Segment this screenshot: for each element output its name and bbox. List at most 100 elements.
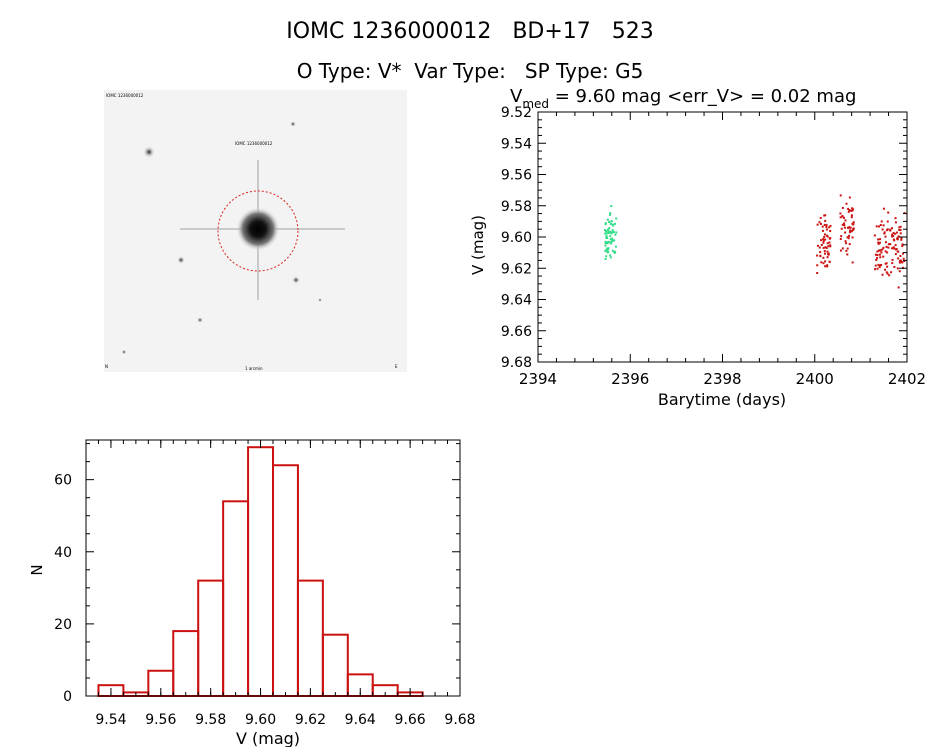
hist-xtick-label: 9.58 bbox=[195, 712, 226, 728]
lc-point bbox=[606, 218, 609, 221]
lc-point bbox=[824, 265, 827, 268]
lc-point bbox=[852, 208, 855, 211]
lc-xtick-label: 2402 bbox=[888, 370, 926, 388]
lc-point bbox=[820, 243, 823, 246]
lc-point bbox=[877, 263, 880, 266]
lc-point bbox=[879, 249, 882, 252]
lc-point bbox=[841, 206, 844, 209]
lc-point bbox=[826, 242, 829, 245]
lc-point bbox=[893, 247, 896, 250]
lc-point bbox=[880, 264, 883, 267]
lc-point bbox=[849, 229, 852, 232]
lc-point bbox=[884, 250, 887, 253]
lc-point bbox=[875, 258, 878, 261]
lc-point bbox=[903, 260, 906, 263]
lc-point bbox=[876, 254, 879, 257]
lc-point bbox=[816, 254, 819, 257]
lc-point bbox=[608, 241, 611, 244]
lc-point bbox=[823, 233, 826, 236]
light-curve-chart: 2394 2396 2398 2400 2402 9.52 9.54 9.56 9.58 9.60… bbox=[469, 86, 926, 409]
lc-point bbox=[823, 223, 826, 226]
lc-point bbox=[604, 258, 607, 261]
lc-point bbox=[874, 268, 877, 271]
lc-point bbox=[610, 240, 613, 243]
lc-point bbox=[829, 245, 832, 248]
lc-point bbox=[901, 243, 904, 246]
lc-point bbox=[891, 262, 894, 265]
lc-point bbox=[609, 222, 612, 225]
lc-ytick-label: 9.58 bbox=[501, 199, 532, 215]
lc-point bbox=[613, 239, 616, 242]
lc-point bbox=[823, 214, 826, 217]
lc-point bbox=[891, 233, 894, 236]
histogram-xlabel: V (mag) bbox=[236, 729, 300, 747]
lc-point bbox=[842, 216, 845, 219]
lc-point bbox=[882, 207, 885, 210]
lc-point bbox=[841, 247, 844, 250]
lc-point bbox=[841, 223, 844, 226]
lc-point bbox=[816, 223, 819, 226]
histogram-bar bbox=[296, 579, 324, 697]
lc-point bbox=[843, 222, 846, 225]
lc-point bbox=[901, 245, 904, 248]
hist-xtick-label: 9.54 bbox=[95, 712, 126, 728]
lc-point bbox=[901, 261, 904, 264]
lc-point bbox=[881, 228, 884, 231]
lc-point bbox=[614, 245, 617, 248]
lc-point bbox=[819, 222, 822, 225]
lc-point bbox=[851, 222, 854, 225]
lc-point bbox=[613, 250, 616, 253]
lc-point bbox=[896, 250, 899, 253]
lc-point bbox=[886, 220, 889, 223]
lc-point bbox=[822, 241, 825, 244]
lc-point bbox=[900, 259, 903, 262]
lc-point bbox=[877, 249, 880, 252]
lc-point bbox=[608, 227, 611, 230]
lc-point bbox=[603, 228, 606, 231]
lc-point bbox=[828, 241, 831, 244]
lc-point bbox=[845, 242, 848, 245]
lc-point bbox=[605, 247, 608, 250]
lc-point bbox=[827, 252, 830, 255]
lc-point bbox=[878, 266, 881, 269]
histogram-ylabel: N bbox=[28, 564, 46, 575]
figure-subtitle: O Type: V* Var Type: SP Type: G5 bbox=[297, 59, 644, 83]
lc-point bbox=[885, 262, 888, 265]
lc-point bbox=[884, 235, 887, 238]
lc-point bbox=[604, 244, 607, 247]
lc-point bbox=[894, 248, 897, 251]
lc-point bbox=[897, 235, 900, 238]
lc-point bbox=[876, 257, 879, 260]
light-curve-title-v: V bbox=[510, 86, 523, 107]
histogram-bar bbox=[197, 579, 225, 697]
lc-point bbox=[609, 231, 612, 234]
light-curve-points bbox=[603, 194, 906, 289]
lc-point bbox=[825, 247, 828, 250]
lc-point bbox=[839, 212, 842, 215]
lc-point bbox=[822, 262, 825, 265]
lc-point bbox=[606, 232, 609, 235]
lc-point bbox=[889, 243, 892, 246]
lc-point bbox=[881, 248, 884, 251]
lc-point bbox=[848, 196, 851, 199]
lc-point bbox=[887, 243, 890, 246]
lc-point bbox=[879, 224, 882, 227]
lc-point bbox=[822, 238, 825, 241]
target-star bbox=[236, 207, 280, 251]
lc-point bbox=[890, 271, 893, 274]
lc-point bbox=[847, 237, 850, 240]
lc-point bbox=[894, 232, 897, 235]
lc-point bbox=[839, 237, 842, 240]
lc-point bbox=[606, 250, 609, 253]
lc-point bbox=[848, 243, 851, 246]
lc-point bbox=[852, 221, 855, 224]
lc-point bbox=[604, 223, 607, 226]
lc-point bbox=[828, 260, 831, 263]
lc-point bbox=[892, 231, 895, 234]
hist-ytick-label: 20 bbox=[54, 617, 72, 633]
lc-point bbox=[898, 226, 901, 229]
lc-point bbox=[611, 237, 614, 240]
light-curve-xlabel: Barytime (days) bbox=[658, 390, 786, 409]
lc-xtick-label: 2394 bbox=[519, 370, 557, 388]
lc-point bbox=[611, 229, 614, 232]
